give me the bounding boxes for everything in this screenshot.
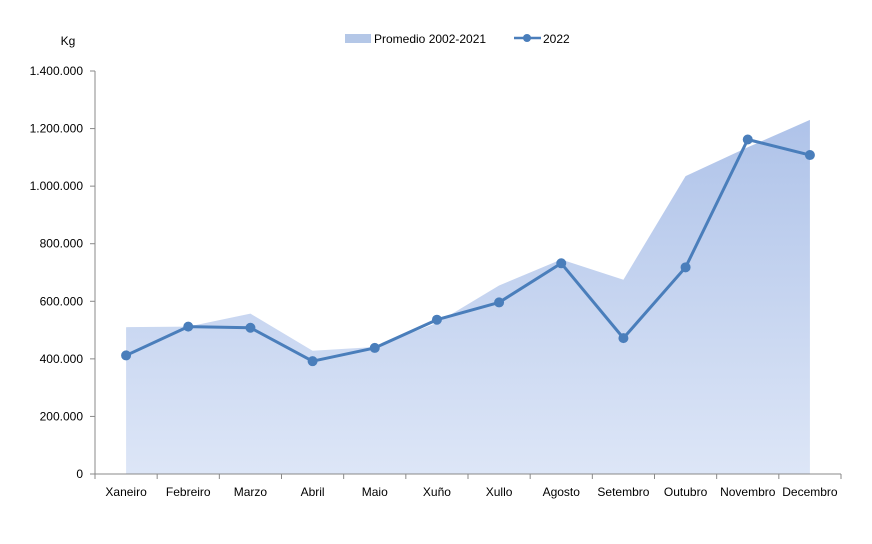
x-tick-label: Marzo bbox=[234, 485, 268, 499]
y-tick-label: 1.400.000 bbox=[30, 64, 84, 78]
y-axis-label: Kg bbox=[61, 34, 76, 48]
data-point-2022 bbox=[183, 321, 194, 332]
x-tick-label: Decembro bbox=[782, 485, 838, 499]
x-tick-label: Febreiro bbox=[166, 485, 211, 499]
series-2022 bbox=[121, 134, 815, 367]
data-point-2022 bbox=[618, 333, 629, 344]
x-tick-label: Setembro bbox=[597, 485, 649, 499]
y-tick-label: 600.000 bbox=[40, 294, 84, 308]
x-tick-label: Abril bbox=[301, 485, 325, 499]
x-tick-label: Outubro bbox=[664, 485, 708, 499]
data-point-2022 bbox=[431, 314, 442, 325]
y-axis-ticks: 0 200.000 400.000 600.000 800.000 1.000.000 1.… bbox=[30, 64, 95, 481]
data-point-2022 bbox=[804, 150, 815, 161]
data-point-2022 bbox=[494, 297, 505, 308]
area-series-promedio bbox=[126, 119, 810, 474]
x-tick-label: Xaneiro bbox=[105, 485, 147, 499]
y-tick-label: 200.000 bbox=[40, 409, 84, 423]
x-tick-label: Xullo bbox=[486, 485, 513, 499]
y-tick-label: 400.000 bbox=[40, 352, 84, 366]
x-tick-label: Xuño bbox=[423, 485, 451, 499]
x-axis-ticks: Xaneiro Febreiro Marzo Abril Maio Xuño Xullo Ag… bbox=[94, 474, 842, 499]
x-tick-label: Maio bbox=[362, 485, 388, 499]
data-point-2022 bbox=[121, 350, 132, 361]
legend-area-label: Promedio 2002-2021 bbox=[374, 32, 486, 46]
y-tick-label: 1.000.000 bbox=[30, 179, 84, 193]
data-point-2022 bbox=[307, 356, 318, 367]
legend: Promedio 2002-2021 2022 bbox=[345, 32, 570, 46]
series-line-2022 bbox=[125, 138, 811, 363]
data-point-2022 bbox=[556, 258, 567, 269]
data-point-2022 bbox=[680, 262, 691, 273]
y-tick-label: 800.000 bbox=[40, 237, 84, 251]
legend-area-swatch bbox=[345, 34, 371, 43]
y-tick-label: 1.200.000 bbox=[30, 122, 84, 136]
plot-area bbox=[126, 119, 810, 474]
x-tick-label: Agosto bbox=[543, 485, 581, 499]
y-tick-label: 0 bbox=[76, 467, 83, 481]
x-tick-label: Novembro bbox=[720, 485, 776, 499]
data-point-2022 bbox=[369, 342, 380, 353]
data-point-2022 bbox=[742, 134, 753, 145]
data-point-2022 bbox=[245, 322, 256, 333]
legend-line-label: 2022 bbox=[543, 32, 570, 46]
legend-line-marker bbox=[523, 34, 531, 42]
